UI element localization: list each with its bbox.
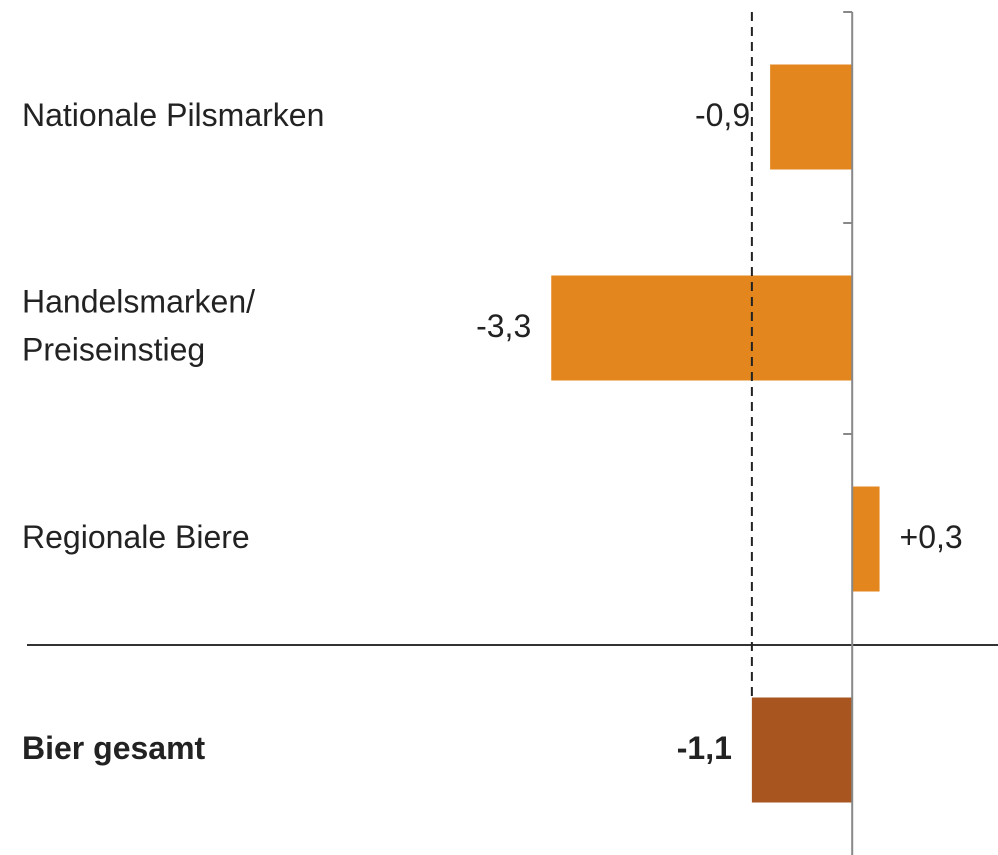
bar: [770, 64, 853, 170]
category-label: Bier gesamt: [22, 730, 206, 766]
value-label: -1,1: [677, 730, 732, 766]
category-label: Handelsmarken/Preiseinstieg: [22, 284, 255, 368]
bar: [551, 275, 853, 381]
category-label: Nationale Pilsmarken: [22, 97, 324, 133]
category-label: Regionale Biere: [22, 519, 250, 555]
value-label: -3,3: [476, 308, 531, 344]
bar: [852, 486, 880, 592]
value-label: +0,3: [900, 519, 963, 555]
value-label: -0,9: [695, 97, 750, 133]
bar: [751, 697, 853, 803]
